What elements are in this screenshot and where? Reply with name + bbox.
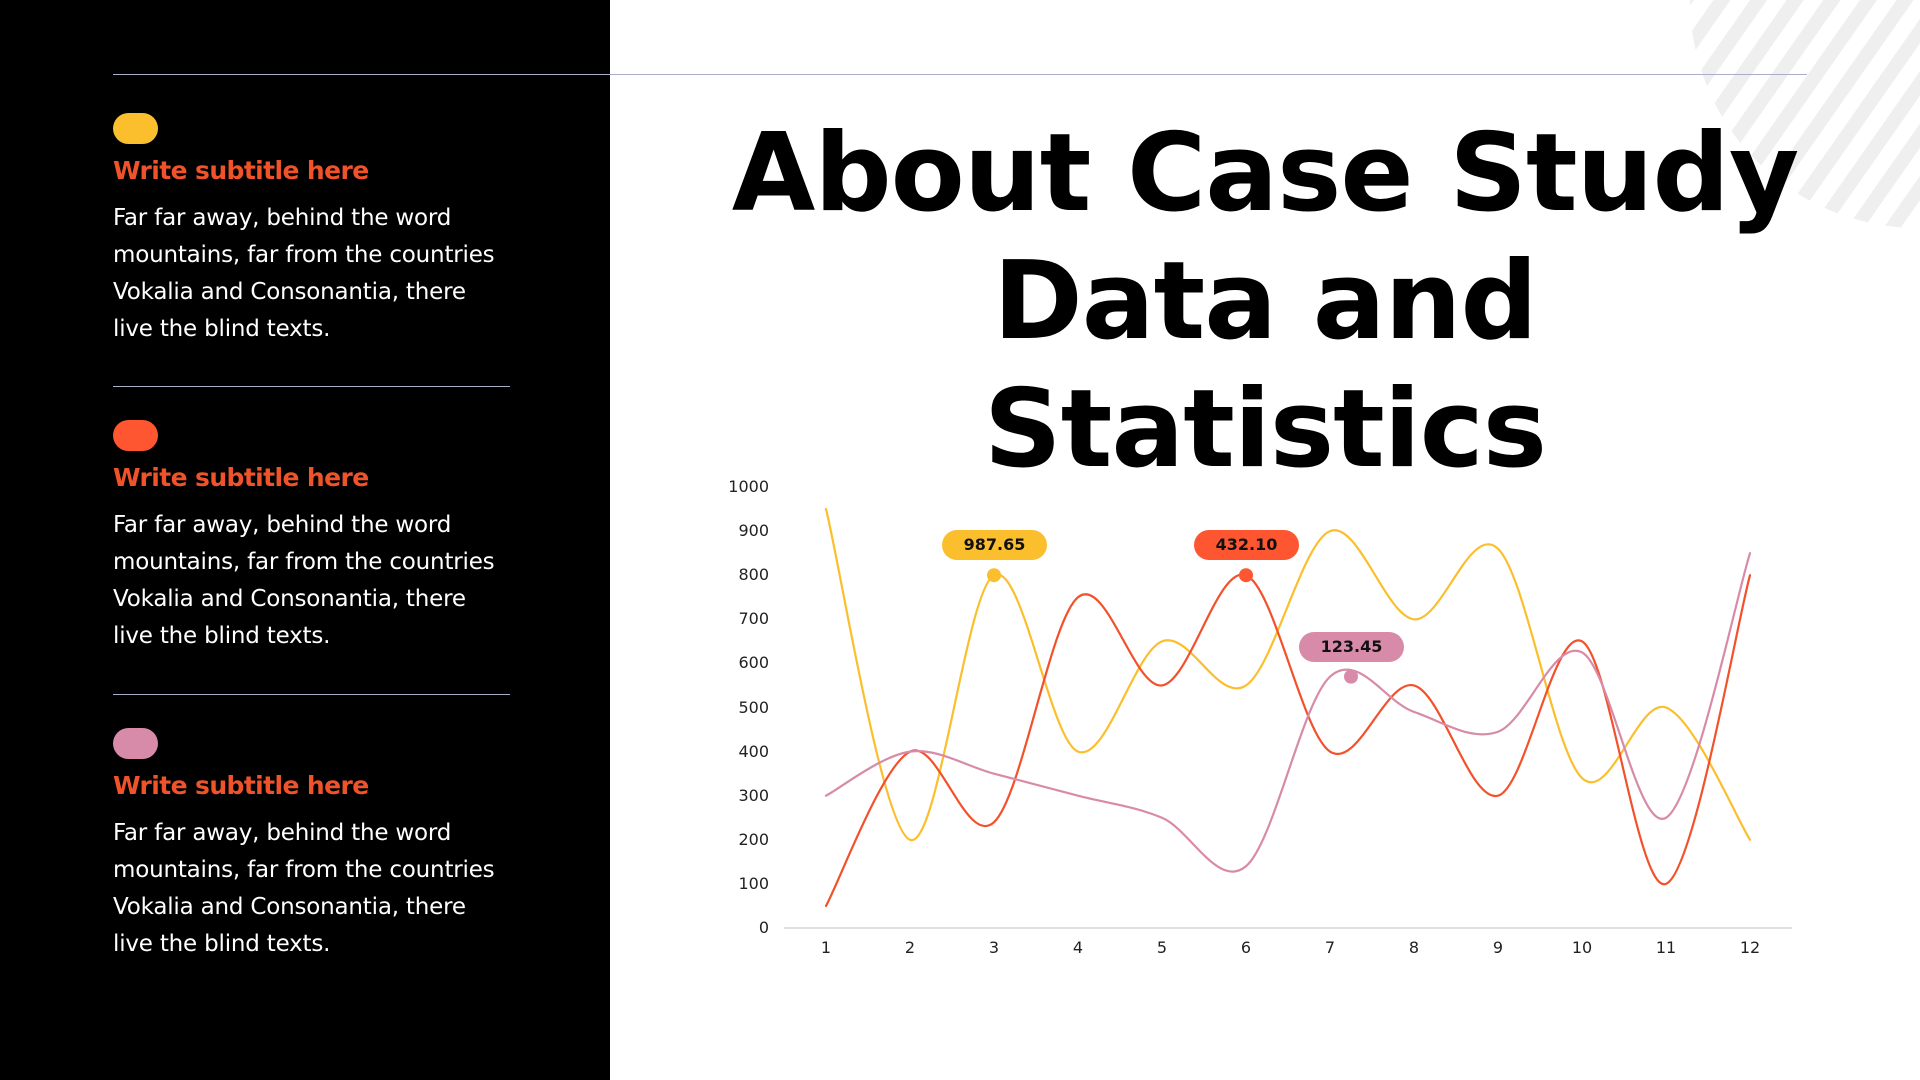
body-line: mountains, far from the countries bbox=[113, 242, 495, 268]
y-axis-tick-label: 200 bbox=[738, 829, 769, 849]
y-axis-tick-label: 800 bbox=[738, 565, 769, 585]
x-axis-tick-label: 5 bbox=[1156, 938, 1168, 957]
x-axis-tick-label: 2 bbox=[904, 938, 916, 957]
x-axis-tick-label: 4 bbox=[1072, 938, 1084, 957]
x-axis-tick-label: 6 bbox=[1240, 938, 1252, 957]
pink-pill-icon bbox=[113, 728, 158, 759]
sidebar-section-2: Write subtitle here Far far away, behind… bbox=[113, 420, 513, 655]
body-line: live the blind texts. bbox=[113, 931, 331, 957]
body-line: mountains, far from the countries bbox=[113, 857, 495, 883]
y-axis-tick-label: 500 bbox=[738, 697, 769, 717]
x-axis-tick-label: 3 bbox=[988, 938, 1000, 957]
title-line-2: Data and Statistics bbox=[983, 239, 1547, 492]
body-line: Vokalia and Consonantia, there bbox=[113, 894, 466, 920]
y-axis-tick-label: 100 bbox=[738, 873, 769, 893]
series-line-3 bbox=[824, 552, 1752, 873]
data-point-marker bbox=[1344, 669, 1358, 684]
sidebar-section-1: Write subtitle here Far far away, behind… bbox=[113, 113, 513, 348]
x-axis-tick-label: 1 bbox=[820, 938, 832, 957]
section-body: Far far away, behind the word mountains,… bbox=[113, 200, 513, 348]
orange-pill-icon bbox=[113, 420, 158, 451]
x-axis-tick-label: 12 bbox=[1739, 938, 1761, 957]
value-badge: 432.10 bbox=[1194, 530, 1299, 561]
x-axis-tick-label: 9 bbox=[1492, 938, 1504, 957]
y-axis-tick-label: 400 bbox=[738, 741, 769, 761]
value-badge: 987.65 bbox=[942, 530, 1047, 561]
x-axis-tick-label: 8 bbox=[1408, 938, 1420, 957]
sidebar-panel: Write subtitle here Far far away, behind… bbox=[0, 0, 610, 1080]
section-body: Far far away, behind the word mountains,… bbox=[113, 507, 513, 655]
y-axis-tick-label: 700 bbox=[738, 609, 769, 629]
body-line: Far far away, behind the word bbox=[113, 205, 452, 231]
body-line: live the blind texts. bbox=[113, 623, 331, 649]
value-badge: 123.45 bbox=[1299, 631, 1404, 662]
header-rule bbox=[113, 74, 1807, 75]
section-subtitle: Write subtitle here bbox=[113, 156, 369, 185]
body-line: mountains, far from the countries bbox=[113, 549, 495, 575]
body-line: Far far away, behind the word bbox=[113, 512, 452, 538]
x-axis-tick-label: 7 bbox=[1324, 938, 1336, 957]
series-line-1 bbox=[824, 507, 1752, 841]
x-axis-tick-label: 10 bbox=[1571, 938, 1593, 957]
body-line: Far far away, behind the word bbox=[113, 820, 452, 846]
data-point-marker bbox=[987, 568, 1001, 583]
title-line-1: About Case Study bbox=[731, 111, 1799, 236]
x-axis-tick-label: 11 bbox=[1655, 938, 1677, 957]
y-axis-tick-label: 600 bbox=[738, 653, 769, 673]
y-axis-tick-label: 0 bbox=[758, 918, 769, 937]
y-axis-tick-label: 300 bbox=[738, 785, 769, 805]
section-subtitle: Write subtitle here bbox=[113, 463, 369, 492]
y-axis-tick-label: 900 bbox=[738, 521, 769, 541]
section-body: Far far away, behind the word mountains,… bbox=[113, 815, 513, 963]
section-divider bbox=[113, 386, 510, 387]
section-divider bbox=[113, 694, 510, 695]
sidebar-section-3: Write subtitle here Far far away, behind… bbox=[113, 728, 513, 963]
body-line: Vokalia and Consonantia, there bbox=[113, 279, 466, 305]
page-title: About Case Study Data and Statistics bbox=[700, 110, 1830, 494]
body-line: Vokalia and Consonantia, there bbox=[113, 586, 466, 612]
data-point-marker bbox=[1239, 568, 1253, 583]
series-line-2 bbox=[824, 573, 1752, 908]
section-subtitle: Write subtitle here bbox=[113, 771, 369, 800]
body-line: live the blind texts. bbox=[113, 316, 331, 342]
yellow-pill-icon bbox=[113, 113, 158, 144]
